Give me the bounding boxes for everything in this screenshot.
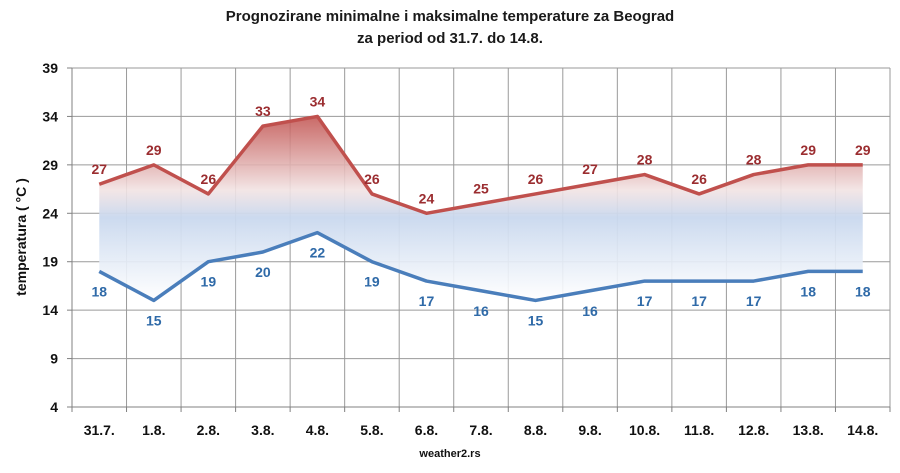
max-data-label: 25 — [473, 181, 489, 197]
y-tick-label: 24 — [42, 205, 58, 221]
min-data-label: 20 — [255, 264, 271, 280]
min-data-label: 17 — [691, 293, 707, 309]
series-line-min — [98, 230, 863, 303]
x-tick-label: 4.8. — [306, 422, 329, 438]
min-data-label: 19 — [201, 274, 217, 290]
max-data-label: 27 — [582, 161, 598, 177]
x-tick-label: 14.8. — [847, 422, 878, 438]
y-tick-label: 29 — [42, 157, 58, 173]
axes — [67, 67, 891, 412]
x-tick-label: 12.8. — [738, 422, 769, 438]
x-tick-label: 11.8. — [684, 422, 714, 438]
chart-title: Prognozirane minimalne i maksimalne temp… — [225, 8, 675, 25]
max-data-label: 29 — [855, 142, 871, 158]
min-data-label: 16 — [582, 303, 598, 319]
x-tick-label: 7.8. — [469, 422, 492, 438]
min-data-label: 18 — [91, 283, 107, 299]
min-data-label: 18 — [800, 283, 816, 299]
x-tick-label: 8.8. — [524, 422, 547, 438]
source-credit: weather2.rs — [419, 448, 481, 460]
max-data-label: 26 — [201, 171, 217, 187]
chart-subtitle: za period od 31.7. do 14.8. — [357, 30, 543, 47]
min-data-label: 19 — [364, 274, 380, 290]
min-data-label: 15 — [528, 312, 544, 328]
max-data-label: 33 — [255, 103, 271, 119]
max-data-label: 24 — [419, 190, 435, 206]
max-data-label: 29 — [146, 142, 162, 158]
y-tick-label: 34 — [42, 108, 58, 124]
x-tick-label: 3.8. — [251, 422, 274, 438]
y-tick-label: 9 — [50, 351, 58, 367]
min-data-label: 17 — [637, 293, 653, 309]
max-data-label: 26 — [364, 171, 380, 187]
series-line-max — [98, 114, 863, 216]
temperature-band — [99, 116, 863, 301]
max-data-label: 28 — [637, 152, 653, 168]
x-tick-label: 6.8. — [415, 422, 438, 438]
max-data-label: 27 — [91, 161, 107, 177]
max-data-label: 28 — [746, 152, 762, 168]
x-tick-label: 13.8. — [793, 422, 824, 438]
x-tick-label: 2.8. — [197, 422, 220, 438]
series-lines — [98, 114, 863, 303]
max-data-label: 34 — [310, 93, 326, 109]
min-data-label: 22 — [310, 245, 326, 261]
max-data-label: 29 — [800, 142, 816, 158]
x-tick-label: 1.8. — [142, 422, 165, 438]
max-data-label: 26 — [528, 171, 544, 187]
max-data-label: 26 — [691, 171, 707, 187]
min-data-label: 17 — [419, 293, 435, 309]
y-tick-label: 19 — [42, 254, 58, 270]
y-tick-label: 39 — [42, 60, 58, 76]
min-data-label: 17 — [746, 293, 762, 309]
data-labels: 27 29 26 33 34 26 24 25 26 27 28 26 28 29 29 18 15 19 20 22… — [91, 93, 870, 328]
y-tick-label: 4 — [50, 399, 58, 415]
x-tick-label: 9.8. — [578, 422, 601, 438]
x-tick-label: 5.8. — [360, 422, 383, 438]
min-data-label: 16 — [473, 303, 489, 319]
tick-labels: 4 9 14 19 24 29 34 39 31.7. 1.8. 2.8. 3.8. 4.8. 5.8. 6… — [42, 60, 878, 438]
y-tick-label: 14 — [42, 302, 58, 318]
y-axis-label: temperatura ( °C ) — [13, 178, 29, 296]
min-data-label: 18 — [855, 283, 871, 299]
x-tick-label: 10.8. — [629, 422, 660, 438]
min-data-label: 15 — [146, 312, 162, 328]
band-fill — [99, 116, 863, 301]
x-tick-label: 31.7. — [84, 422, 115, 438]
